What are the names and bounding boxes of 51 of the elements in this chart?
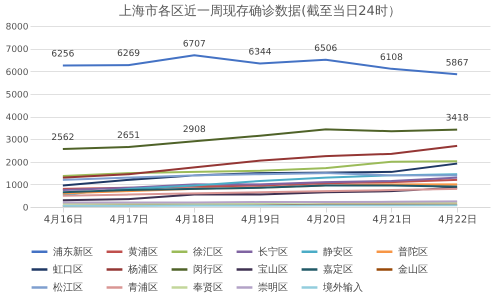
- y-tick-label: 1000: [6, 180, 29, 191]
- data-label: 6707: [182, 39, 206, 50]
- line-series: [62, 172, 458, 181]
- x-tick-label: 4月19日: [240, 214, 280, 226]
- legend-label: 金山区: [398, 264, 428, 276]
- x-tick-label: 4月18日: [175, 214, 214, 226]
- legend-label: 普陀区: [398, 246, 428, 258]
- y-tick-label: 5000: [6, 90, 29, 100]
- line-series: [62, 144, 458, 179]
- y-tick-label: 3000: [6, 136, 29, 146]
- legend-label: 徐汇区: [193, 246, 223, 258]
- legend-label: 杨浦区: [127, 264, 158, 276]
- data-label: 2562: [51, 133, 74, 144]
- y-tick-label: 6000: [6, 68, 29, 78]
- legend-label: 浦东新区: [53, 246, 93, 258]
- legend-label: 青浦区: [128, 282, 158, 294]
- y-tick-label: 4000: [6, 113, 29, 123]
- legend-label: 嘉定区: [323, 264, 353, 276]
- legend-label: 静安区: [323, 246, 353, 258]
- line-series: [62, 160, 458, 178]
- x-tick-label: 4月16日: [44, 214, 83, 226]
- legend-label: 黄浦区: [128, 246, 158, 258]
- data-label: 6256: [51, 49, 75, 60]
- legend-label: 宝山区: [258, 264, 288, 276]
- y-tick-label: 0: [22, 204, 29, 214]
- y-tick-label: 2000: [6, 158, 29, 168]
- legend-label: 境外输入: [322, 282, 363, 294]
- legend-label: 奉贤区: [193, 282, 223, 294]
- x-tick-label: 4月17日: [110, 214, 149, 226]
- legend-label: 虹口区: [53, 264, 83, 276]
- chart-title: 上海市各区近一周现存确诊数据(截至当日24时）: [119, 4, 401, 19]
- data-label: 6344: [248, 47, 272, 58]
- legend-label: 闵行区: [193, 264, 223, 276]
- line-series: [62, 188, 458, 197]
- data-label: 2651: [117, 131, 140, 142]
- y-tick-label: 8000: [6, 22, 29, 32]
- data-label: 5867: [446, 58, 469, 68]
- legend-label: 长宁区: [258, 246, 288, 258]
- x-tick-label: 4月20日: [306, 214, 346, 226]
- y-tick-label: 7000: [6, 45, 29, 56]
- data-label: 6506: [314, 44, 338, 54]
- data-label: 6108: [380, 52, 404, 63]
- x-tick-label: 4月21日: [372, 214, 412, 226]
- data-label: 3418: [446, 114, 469, 124]
- legend-label: 松江区: [53, 282, 83, 294]
- data-label: 6269: [117, 49, 140, 60]
- line-series: [62, 162, 458, 187]
- data-label: 2908: [182, 125, 206, 136]
- line-series: [62, 186, 458, 202]
- legend-label: 崇明区: [258, 282, 288, 294]
- x-tick-label: 4月22日: [438, 214, 478, 226]
